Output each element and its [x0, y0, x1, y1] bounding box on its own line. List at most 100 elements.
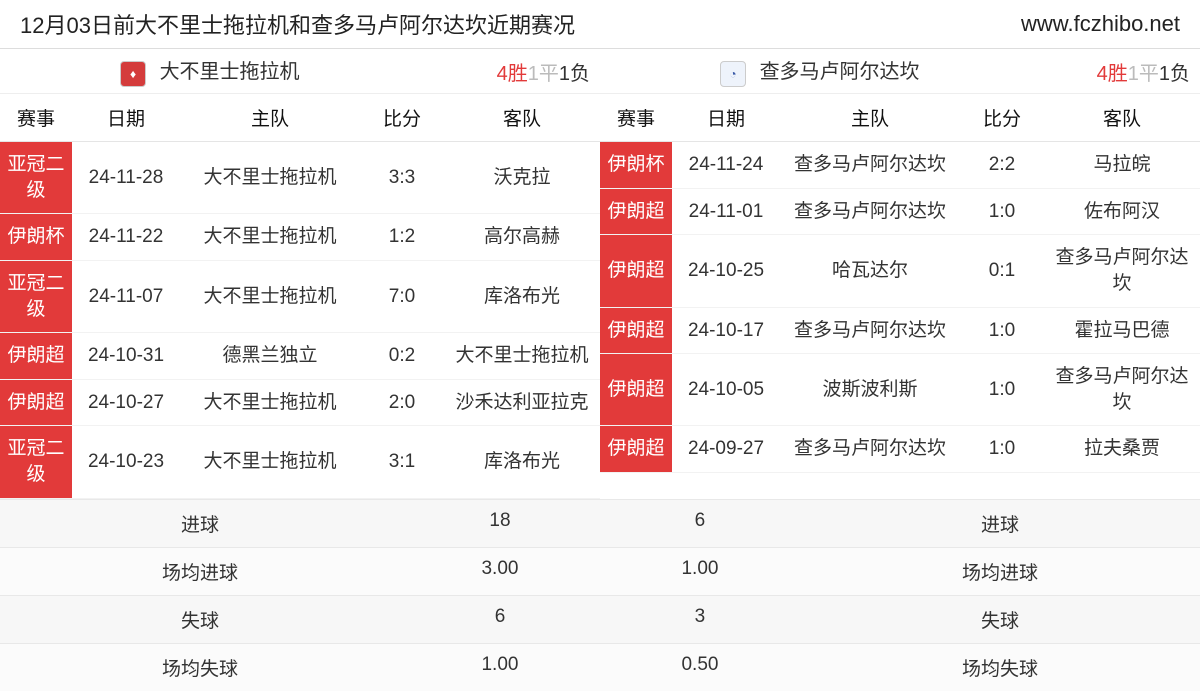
- col-header: 赛事: [0, 94, 72, 142]
- cell-score: 0:2: [360, 333, 444, 380]
- cell-home: 大不里士拖拉机: [180, 379, 360, 426]
- record-win: 4胜: [497, 63, 528, 85]
- right-team-logo-icon: ◔: [720, 61, 746, 87]
- page-title: 12月03日前大不里士拖拉机和查多马卢阿尔达坎近期赛况: [20, 8, 575, 40]
- cell-away: 拉夫桑贾: [1044, 426, 1200, 473]
- left-team-logo-icon: ♦: [120, 61, 146, 87]
- summary-row: 进球186进球: [0, 499, 1200, 547]
- table-row: 伊朗杯24-11-22大不里士拖拉机1:2高尔高赫: [0, 214, 600, 261]
- record-draw: 1平: [1128, 63, 1159, 85]
- cell-comp: 亚冠二级: [0, 142, 72, 214]
- cell-home: 德黑兰独立: [180, 333, 360, 380]
- right-team-header: ◔ 查多马卢阿尔达坎 4胜1平1负: [600, 49, 1200, 94]
- cell-date: 24-09-27: [672, 426, 780, 473]
- right-team-record: 4胜1平1负: [1097, 57, 1190, 86]
- record-lose: 1负: [1159, 63, 1190, 85]
- cell-score: 2:0: [360, 379, 444, 426]
- cell-away: 大不里士拖拉机: [444, 333, 600, 380]
- cell-date: 24-11-01: [672, 188, 780, 235]
- table-row: 亚冠二级24-11-28大不里士拖拉机3:3沃克拉: [0, 142, 600, 214]
- cell-home: 大不里士拖拉机: [180, 426, 360, 498]
- cell-home: 查多马卢阿尔达坎: [780, 188, 960, 235]
- cell-date: 24-10-23: [72, 426, 180, 498]
- summary-right-val: 6: [600, 500, 800, 547]
- cell-home: 查多马卢阿尔达坎: [780, 142, 960, 189]
- cell-home: 查多马卢阿尔达坎: [780, 426, 960, 473]
- record-win: 4胜: [1097, 63, 1128, 85]
- cell-away: 查多马卢阿尔达坎: [1044, 354, 1200, 426]
- summary-label-mirror: 场均失球: [800, 644, 1200, 691]
- cell-score: 2:2: [960, 142, 1044, 189]
- cell-home: 查多马卢阿尔达坎: [780, 307, 960, 354]
- cell-score: 3:3: [360, 142, 444, 214]
- left-team-record: 4胜1平1负: [497, 57, 590, 86]
- cell-comp: 伊朗超: [600, 354, 672, 426]
- left-matches-table: 赛事日期主队比分客队亚冠二级24-11-28大不里士拖拉机3:3沃克拉伊朗杯24…: [0, 94, 600, 499]
- col-header: 日期: [72, 94, 180, 142]
- left-team-header: ♦ 大不里士拖拉机 4胜1平1负: [0, 49, 600, 94]
- cell-score: 1:0: [960, 426, 1044, 473]
- cell-date: 24-10-31: [72, 333, 180, 380]
- summary-row: 失球63失球: [0, 595, 1200, 643]
- col-header: 日期: [672, 94, 780, 142]
- summary-row: 场均进球3.001.00场均进球: [0, 547, 1200, 595]
- record-draw: 1平: [528, 63, 559, 85]
- summary-left-val: 3.00: [400, 548, 600, 595]
- cell-date: 24-11-07: [72, 260, 180, 332]
- cell-date: 24-11-24: [672, 142, 780, 189]
- cell-date: 24-10-27: [72, 379, 180, 426]
- cell-away: 沙禾达利亚拉克: [444, 379, 600, 426]
- table-row: 伊朗超24-09-27查多马卢阿尔达坎1:0拉夫桑贾: [600, 426, 1200, 473]
- summary-row: 场均失球1.000.50场均失球: [0, 643, 1200, 691]
- summary-right-val: 0.50: [600, 644, 800, 691]
- cell-score: 1:0: [960, 188, 1044, 235]
- cell-away: 查多马卢阿尔达坎: [1044, 235, 1200, 307]
- cell-comp: 伊朗杯: [0, 214, 72, 261]
- cell-away: 佐布阿汉: [1044, 188, 1200, 235]
- cell-comp: 亚冠二级: [0, 426, 72, 498]
- cell-home: 波斯波利斯: [780, 354, 960, 426]
- cell-home: 哈瓦达尔: [780, 235, 960, 307]
- summary-label-mirror: 场均进球: [800, 548, 1200, 595]
- table-row: 伊朗超24-10-27大不里士拖拉机2:0沙禾达利亚拉克: [0, 379, 600, 426]
- header-bar: 12月03日前大不里士拖拉机和查多马卢阿尔达坎近期赛况 www.fczhibo.…: [0, 0, 1200, 49]
- cell-date: 24-11-22: [72, 214, 180, 261]
- cell-away: 霍拉马巴德: [1044, 307, 1200, 354]
- right-table-container: 赛事日期主队比分客队伊朗杯24-11-24查多马卢阿尔达坎2:2马拉皖伊朗超24…: [600, 94, 1200, 499]
- cell-home: 大不里士拖拉机: [180, 214, 360, 261]
- cell-score: 1:0: [960, 354, 1044, 426]
- table-row: 伊朗超24-11-01查多马卢阿尔达坎1:0佐布阿汉: [600, 188, 1200, 235]
- cell-comp: 伊朗超: [600, 426, 672, 473]
- cell-score: 1:2: [360, 214, 444, 261]
- left-table-container: 赛事日期主队比分客队亚冠二级24-11-28大不里士拖拉机3:3沃克拉伊朗杯24…: [0, 94, 600, 499]
- cell-comp: 伊朗超: [0, 379, 72, 426]
- cell-date: 24-11-28: [72, 142, 180, 214]
- summary-right-val: 3: [600, 596, 800, 643]
- col-header: 客队: [1044, 94, 1200, 142]
- cell-comp: 亚冠二级: [0, 260, 72, 332]
- cell-score: 7:0: [360, 260, 444, 332]
- cell-away: 高尔高赫: [444, 214, 600, 261]
- summary-label: 失球: [0, 596, 400, 643]
- summary-label: 场均进球: [0, 548, 400, 595]
- col-header: 客队: [444, 94, 600, 142]
- col-header: 比分: [960, 94, 1044, 142]
- col-header: 比分: [360, 94, 444, 142]
- right-matches-table: 赛事日期主队比分客队伊朗杯24-11-24查多马卢阿尔达坎2:2马拉皖伊朗超24…: [600, 94, 1200, 473]
- summary-left-val: 6: [400, 596, 600, 643]
- site-url: www.fczhibo.net: [1021, 11, 1180, 37]
- table-row: 亚冠二级24-11-07大不里士拖拉机7:0库洛布光: [0, 260, 600, 332]
- summary-label-mirror: 进球: [800, 500, 1200, 547]
- cell-score: 1:0: [960, 307, 1044, 354]
- tables-row: 赛事日期主队比分客队亚冠二级24-11-28大不里士拖拉机3:3沃克拉伊朗杯24…: [0, 94, 1200, 499]
- cell-away: 库洛布光: [444, 426, 600, 498]
- table-row: 亚冠二级24-10-23大不里士拖拉机3:1库洛布光: [0, 426, 600, 498]
- cell-away: 沃克拉: [444, 142, 600, 214]
- table-row: 伊朗超24-10-17查多马卢阿尔达坎1:0霍拉马巴德: [600, 307, 1200, 354]
- summary-label: 场均失球: [0, 644, 400, 691]
- col-header: 主队: [180, 94, 360, 142]
- col-header: 赛事: [600, 94, 672, 142]
- cell-comp: 伊朗超: [600, 188, 672, 235]
- cell-home: 大不里士拖拉机: [180, 260, 360, 332]
- table-row: 伊朗超24-10-31德黑兰独立0:2大不里士拖拉机: [0, 333, 600, 380]
